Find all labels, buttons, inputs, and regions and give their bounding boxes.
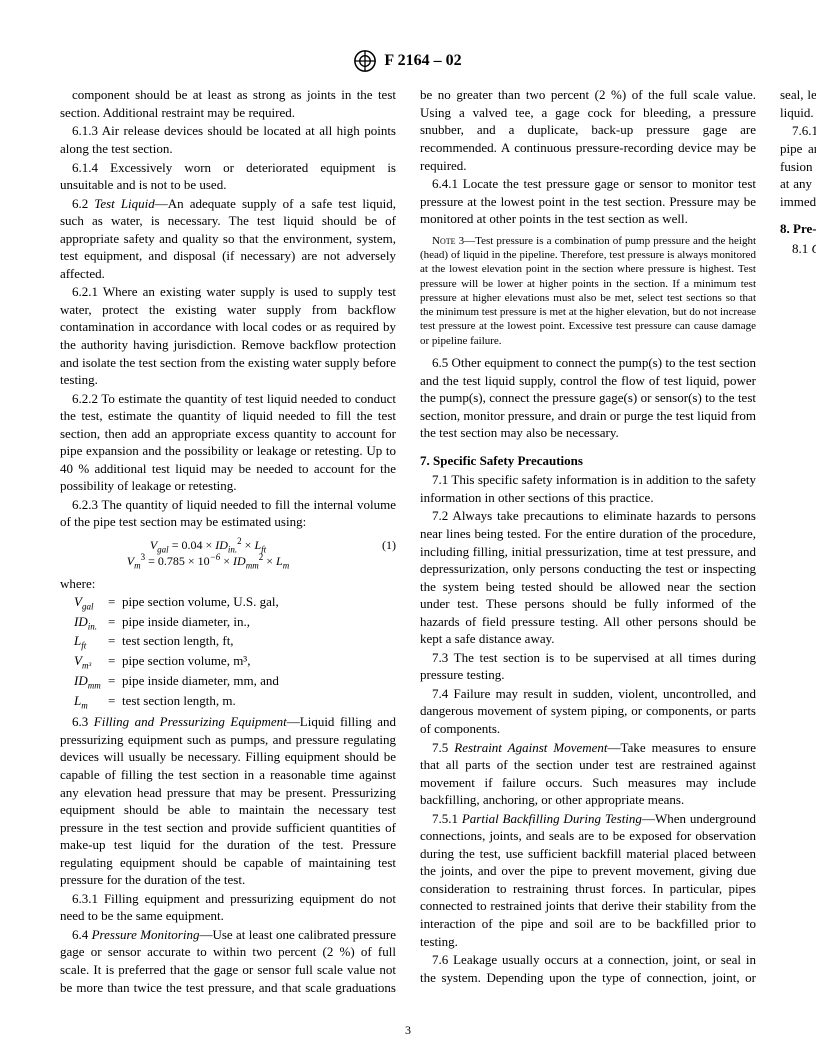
- definition-row: Lft=test section length, ft,: [74, 632, 396, 652]
- definitions-list: Vgal=pipe section volume, U.S. gal,IDin.…: [74, 593, 396, 711]
- definition-row: Vm³=pipe section volume, m³,: [74, 652, 396, 672]
- para-622: 6.2.2 To estimate the quantity of test l…: [60, 390, 396, 495]
- para-631: 6.3.1 Filling equipment and pressurizing…: [60, 890, 396, 925]
- para-72: 7.2 Always take precautions to eliminate…: [420, 507, 756, 647]
- para-63: 6.3 Filling and Pressurizing Equipment—L…: [60, 713, 396, 888]
- para-613: 6.1.3 Air release devices should be loca…: [60, 122, 396, 157]
- para-623: 6.2.3 The quantity of liquid needed to f…: [60, 496, 396, 531]
- para-621: 6.2.1 Where an existing water supply is …: [60, 283, 396, 388]
- para-75: 7.5 Restraint Against Movement—Take meas…: [420, 739, 756, 809]
- page-number: 3: [0, 1022, 816, 1038]
- para-761: 7.6.1 When properly made, heat fusion jo…: [780, 122, 816, 210]
- where-label: where:: [60, 575, 396, 593]
- para-65: 6.5 Other equipment to connect the pump(…: [420, 354, 756, 442]
- para-641: 6.4.1 Locate the test pressure gage or s…: [420, 175, 756, 228]
- heading-7: 7. Specific Safety Precautions: [420, 452, 756, 470]
- para-751: 7.5.1 Partial Backfilling During Testing…: [420, 810, 756, 950]
- definition-row: Lm=test section length, m.: [74, 692, 396, 712]
- definition-row: Vgal=pipe section volume, U.S. gal,: [74, 593, 396, 613]
- designation: F 2164 – 02: [384, 52, 461, 69]
- definition-row: IDin.=pipe inside diameter, in.,: [74, 613, 396, 633]
- para-74: 7.4 Failure may result in sudden, violen…: [420, 685, 756, 738]
- heading-8: 8. Pre-Test Preparation and Set-Up: [780, 220, 816, 238]
- para-81: 8.1 General:: [780, 240, 816, 258]
- body-columns: component should be at least as strong a…: [60, 86, 756, 1006]
- para-73: 7.3 The test section is to be supervised…: [420, 649, 756, 684]
- note-3: Note 3—Test pressure is a combination of…: [420, 234, 756, 348]
- para-62: 6.2 Test Liquid—An adequate supply of a …: [60, 195, 396, 283]
- para-lead: component should be at least as strong a…: [60, 86, 396, 121]
- para-614: 6.1.4 Excessively worn or deteriorated e…: [60, 159, 396, 194]
- para-71: 7.1 This specific safety information is …: [420, 471, 756, 506]
- astm-logo-icon: [354, 50, 376, 72]
- equation-1: Vgal = 0.04 × IDin.2 × Lft (1) Vm3 = 0.7…: [60, 537, 396, 569]
- definition-row: IDmm=pipe inside diameter, mm, and: [74, 672, 396, 692]
- page-header: F 2164 – 02: [60, 50, 756, 72]
